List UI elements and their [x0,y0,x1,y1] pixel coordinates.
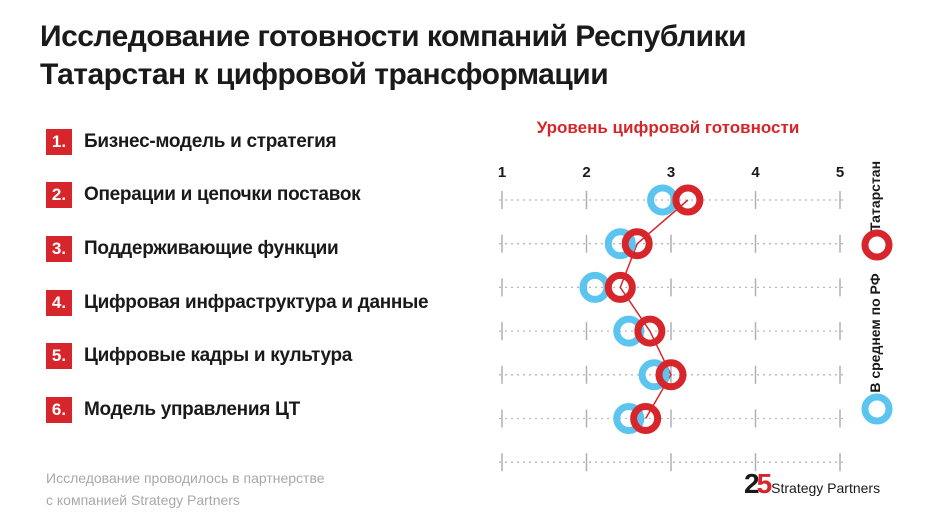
x-tick-labels: 1 2 3 4 5 [498,164,844,181]
legend-marker-tatarstan [861,229,893,261]
legend: Татарстан В среднем по РФ [861,161,893,425]
logo-digit-2: 2 [744,468,759,499]
page-title: Исследование готовности компаний Республ… [40,18,747,94]
footer-line-2: с компанией Strategy Partners [46,492,240,508]
legend-marker-average [861,393,893,425]
list-item: 4. Цифровая инфраструктура и данные [46,289,429,317]
list-item: 2. Операции и цепочки поставок [46,181,361,209]
item-label: Цифровые кадры и культура [84,345,353,366]
list-item: 3. Поддерживающие функции [46,235,339,263]
item-number: 3. [46,236,72,262]
point-tatarstan [672,184,704,216]
item-number: 2. [46,182,72,208]
list-item: 5. Цифровые кадры и культура [46,342,352,370]
item-number: 6. [46,397,72,423]
point-average [613,403,645,434]
x-tick-label: 4 [751,164,760,181]
item-label: Бизнес-модель и стратегия [84,131,337,152]
legend-label-tatarstan: Татарстан [867,161,883,231]
logo-text: Strategy Partners [771,480,881,496]
x-tick-label: 2 [582,164,590,181]
series-points [579,184,704,434]
footer-line-1: Исследование проводилось в партнерстве [46,470,325,486]
point-tatarstan [604,271,636,303]
x-tick-label: 1 [498,164,506,181]
point-tatarstan [655,359,687,391]
x-tick-label: 5 [836,164,844,181]
logo-number: 25 [744,468,772,499]
page-title-line-1: Исследование готовности компаний Республ… [40,20,747,53]
logo-digit-5: 5 [756,468,772,499]
item-label: Модель управления ЦТ [84,399,300,420]
item-label: Цифровая инфраструктура и данные [84,292,429,313]
point-tatarstan [630,403,662,434]
point-average [638,359,670,391]
list-item: 6. Модель управления ЦТ [46,396,300,424]
point-tatarstan [621,228,653,260]
list-item: 1. Бизнес-модель и стратегия [46,128,337,156]
item-label: Поддерживающие функции [84,238,339,259]
item-number: 1. [46,129,72,155]
x-tick-label: 3 [667,164,675,181]
footer-note: Исследование проводилось в партнерстве с… [46,467,325,511]
point-tatarstan [634,315,666,347]
grid [499,191,843,472]
strategy-partners-logo: 25 Strategy Partners [744,470,880,498]
point-average [604,228,636,260]
legend-label-average: В среднем по РФ [867,273,883,392]
item-label: Операции и цепочки поставок [84,184,361,205]
chart-title: Уровень цифровой готовности [537,118,800,137]
item-number: 5. [46,343,72,369]
item-number: 4. [46,290,72,316]
page-title-line-2: Татарстан к цифровой трансформации [40,58,609,91]
